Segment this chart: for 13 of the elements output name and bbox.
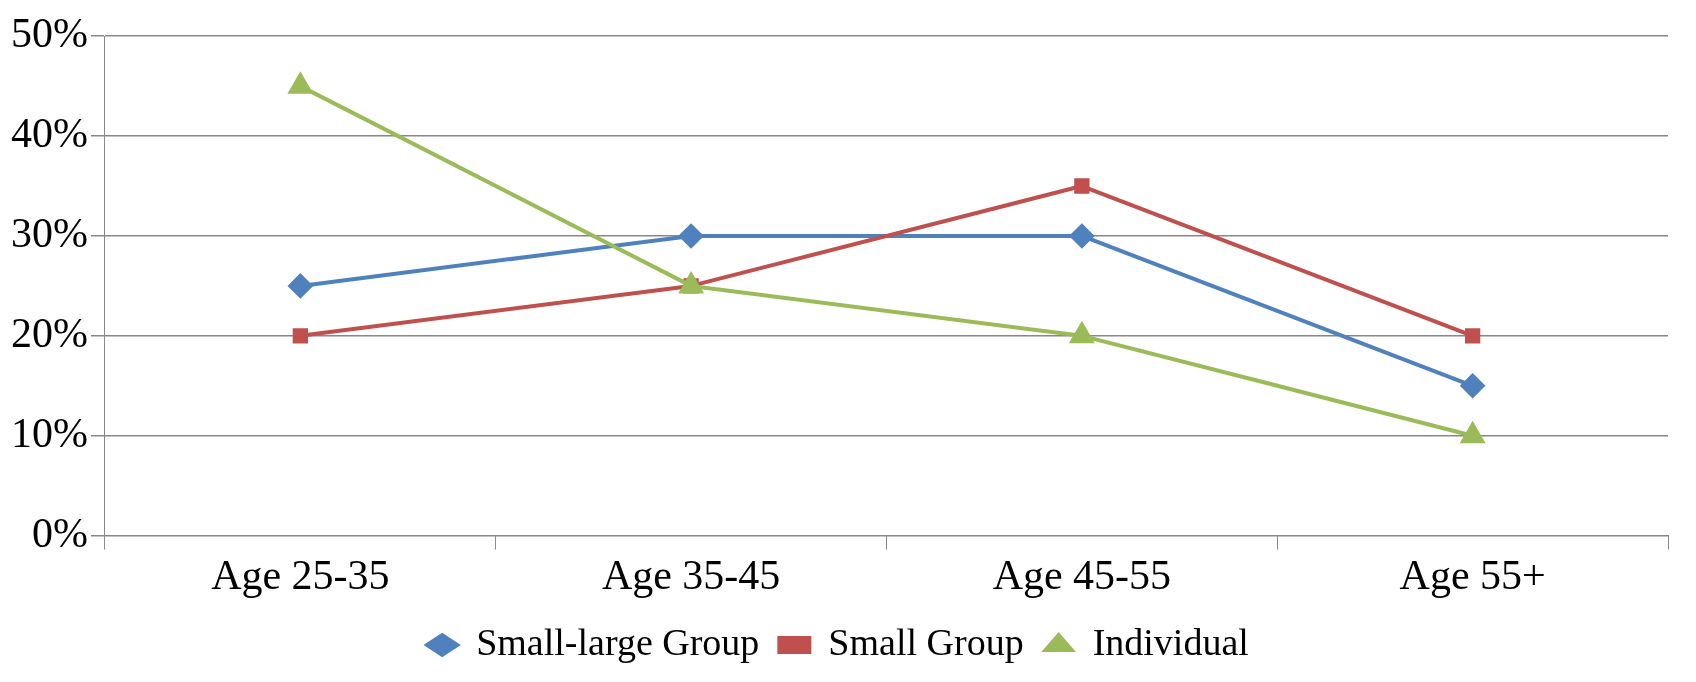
y-tick-label: 10% — [10, 409, 88, 456]
x-tick-label: Age 45-55 — [992, 551, 1172, 598]
x-tick-label: Age 25-35 — [211, 551, 390, 598]
y-tick-label: 30% — [10, 209, 88, 256]
legend-label: Small-large Group — [476, 620, 760, 663]
x-tick-label: Age 55+ — [1399, 551, 1546, 598]
legend-label: Individual — [1092, 620, 1249, 663]
x-tick-label: Age 35-45 — [601, 551, 781, 598]
legend-label: Small Group — [828, 620, 1024, 663]
y-tick-label: 40% — [10, 110, 88, 157]
y-tick-label: 20% — [10, 309, 88, 356]
y-tick-label: 50% — [10, 10, 88, 57]
y-tick-label: 0% — [31, 509, 88, 556]
